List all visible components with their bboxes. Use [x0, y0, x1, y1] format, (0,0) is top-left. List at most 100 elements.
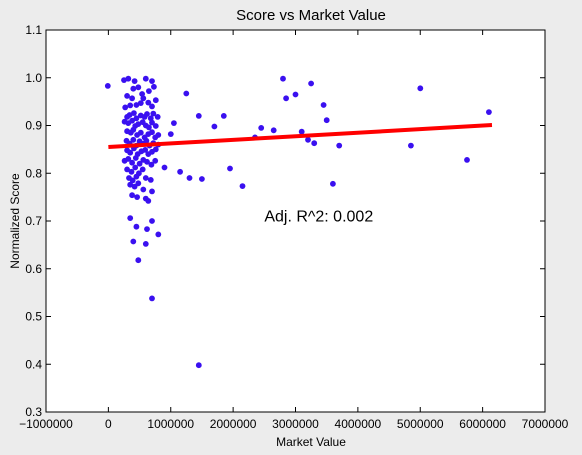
data-point: [149, 119, 155, 126]
data-point: [124, 166, 130, 173]
data-point: [305, 136, 311, 143]
data-marks: [104, 75, 493, 369]
data-point: [139, 166, 146, 173]
data-point: [144, 226, 150, 233]
data-point: [171, 120, 177, 126]
data-point: [136, 160, 143, 167]
data-point: [127, 149, 134, 156]
regression-line: [108, 123, 493, 149]
y-tick-label: 0.6: [25, 262, 42, 276]
data-point: [130, 238, 137, 245]
data-point: [135, 257, 142, 264]
data-point: [148, 161, 155, 168]
data-point: [133, 102, 140, 108]
data-point: [125, 75, 132, 82]
data-point: [417, 85, 424, 92]
y-tick-label: 0.9: [25, 119, 42, 133]
data-point: [133, 115, 140, 122]
data-point: [199, 176, 205, 182]
data-point: [149, 103, 155, 110]
data-point: [311, 140, 318, 147]
data-point: [135, 84, 142, 91]
data-point: [149, 218, 155, 224]
data-point: [152, 157, 159, 164]
data-point: [122, 104, 129, 111]
data-point: [129, 177, 136, 184]
x-tick-label: 3000000: [272, 417, 319, 431]
y-axis-label: Normalized Score: [8, 173, 22, 269]
data-point: [129, 117, 136, 124]
data-point: [137, 129, 144, 136]
y-tick-label: 0.7: [25, 214, 42, 228]
data-point: [292, 91, 299, 98]
data-point: [211, 123, 218, 130]
data-point: [134, 194, 141, 201]
data-point: [149, 188, 155, 195]
y-tick-label: 0.5: [25, 310, 42, 324]
data-point: [146, 88, 152, 94]
data-point: [131, 110, 137, 116]
data-point: [161, 164, 168, 171]
data-point: [151, 83, 157, 90]
data-point: [142, 147, 149, 153]
y-tick-label: 1.0: [25, 71, 42, 85]
chart-title: Score vs Market Value: [236, 7, 386, 24]
data-point: [283, 95, 289, 102]
x-tick-label: 4000000: [335, 417, 382, 431]
data-point: [336, 142, 343, 149]
data-point: [129, 95, 136, 102]
x-tick-label: 5000000: [397, 417, 444, 431]
x-tick-label: 0: [105, 417, 112, 431]
y-tick-label: 0.3: [25, 405, 42, 419]
x-tick-label: 7000000: [522, 417, 569, 431]
data-point: [135, 180, 142, 187]
x-tick-label: 1000000: [147, 417, 194, 431]
data-point: [135, 121, 142, 127]
r-squared-annotation: Adj. R^2: 0.002: [264, 208, 373, 225]
data-point: [146, 124, 152, 131]
data-point: [145, 99, 152, 106]
data-point: [320, 102, 327, 108]
data-point: [464, 157, 470, 163]
data-point: [129, 159, 136, 166]
axis-ticks: −1000000 0 1000000 2000000 3000000 4000000 500…: [19, 23, 569, 431]
data-point: [144, 158, 150, 165]
data-point: [129, 192, 136, 199]
data-point: [145, 198, 152, 204]
x-tick-label: 6000000: [459, 417, 506, 431]
data-point: [149, 295, 155, 302]
data-point: [132, 164, 139, 171]
data-point: [131, 78, 138, 84]
data-point: [183, 90, 190, 97]
data-point: [104, 83, 111, 89]
data-point: [149, 78, 155, 84]
data-point: [258, 125, 265, 131]
data-point: [152, 97, 159, 104]
data-point: [155, 231, 162, 238]
data-point: [147, 177, 154, 183]
data-point: [133, 173, 140, 180]
data-point: [239, 183, 246, 190]
data-point: [144, 111, 150, 117]
data-point: [137, 100, 144, 106]
data-point: [486, 109, 492, 115]
y-tick-label: 1.1: [25, 23, 42, 37]
data-point: [155, 132, 162, 138]
data-point: [127, 102, 134, 109]
data-point: [330, 180, 336, 187]
data-point: [270, 127, 277, 134]
data-point: [140, 186, 147, 193]
data-point: [149, 129, 155, 136]
data-point: [186, 175, 193, 181]
data-point: [220, 113, 227, 119]
data-point: [227, 165, 233, 172]
data-point: [130, 136, 137, 143]
data-point: [298, 128, 305, 135]
x-tick-label: 2000000: [210, 417, 257, 431]
data-point: [280, 75, 286, 82]
data-point: [142, 75, 149, 82]
data-point: [150, 110, 157, 117]
data-point: [152, 123, 159, 129]
x-axis-label: Market Value: [276, 435, 346, 449]
